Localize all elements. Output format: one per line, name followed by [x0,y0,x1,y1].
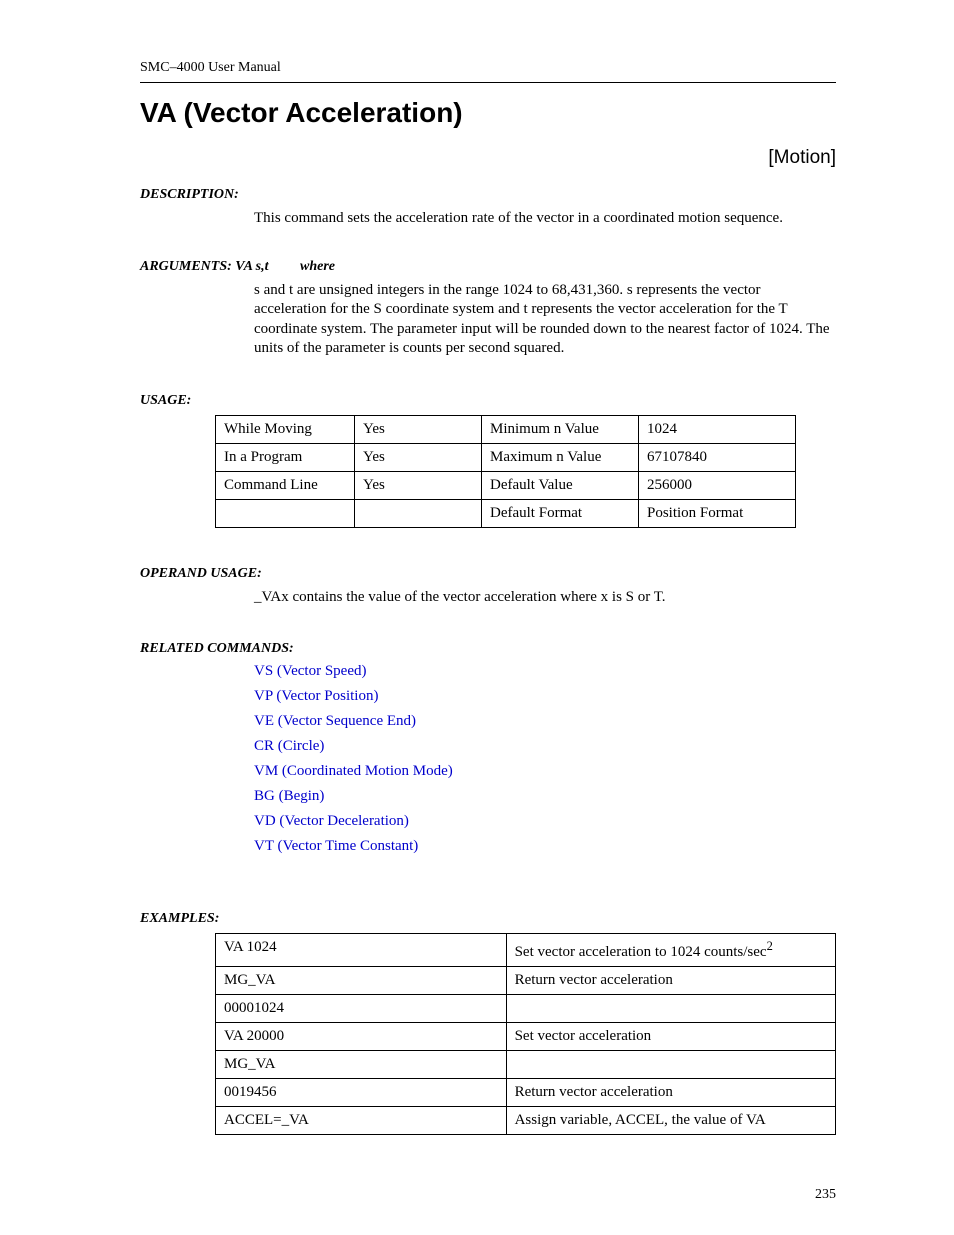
example-cmd: MG_VA [216,967,507,995]
example-cmd: ACCEL=_VA [216,1107,507,1135]
related-label: RELATED COMMANDS: [140,641,836,657]
usage-cell: Minimum n Value [482,415,639,443]
related-link[interactable]: BG (Begin) [254,788,836,805]
page-number: 235 [815,1187,836,1203]
operand-label: OPERAND USAGE: [140,566,836,582]
example-desc: Return vector acceleration [506,1079,835,1107]
example-desc: Assign variable, ACCEL, the value of VA [506,1107,835,1135]
arguments-body: s and t are unsigned integers in the ran… [254,281,836,359]
usage-cell: 256000 [639,471,796,499]
example-cmd: VA 1024 [216,934,507,967]
spacer [140,532,836,552]
usage-cell: Default Format [482,499,639,527]
related-link[interactable]: VM (Coordinated Motion Mode) [254,763,836,780]
example-desc-text: Set vector acceleration to 1024 counts/s… [515,944,767,960]
table-row: MG_VA [216,1051,836,1079]
related-link[interactable]: VP (Vector Position) [254,688,836,705]
page-title: VA (Vector Acceleration) [140,97,836,129]
usage-label: USAGE: [140,393,836,409]
table-row: VA 20000 Set vector acceleration [216,1023,836,1051]
related-link[interactable]: VT (Vector Time Constant) [254,838,836,855]
example-desc [506,995,835,1023]
related-link[interactable]: VS (Vector Speed) [254,663,836,680]
usage-table: While Moving Yes Minimum n Value 1024 In… [215,415,796,528]
usage-cell: 67107840 [639,443,796,471]
table-row: ACCEL=_VA Assign variable, ACCEL, the va… [216,1107,836,1135]
example-desc: Return vector acceleration [506,967,835,995]
usage-cell: Command Line [216,471,355,499]
usage-cell: Position Format [639,499,796,527]
usage-cell [216,499,355,527]
category-label: [Motion] [140,147,836,169]
page-container: SMC–4000 User Manual VA (Vector Accelera… [0,0,954,1235]
description-body: This command sets the acceleration rate … [254,209,836,229]
spacer [140,359,836,379]
arguments-where: where [300,259,335,274]
usage-cell: 1024 [639,415,796,443]
table-row: Command Line Yes Default Value 256000 [216,471,796,499]
example-cmd: 0019456 [216,1079,507,1107]
example-desc: Set vector acceleration to 1024 counts/s… [506,934,835,967]
examples-table: VA 1024 Set vector acceleration to 1024 … [215,933,836,1135]
usage-cell: Yes [355,443,482,471]
example-cmd: 00001024 [216,995,507,1023]
spacer [140,863,836,897]
usage-cell: While Moving [216,415,355,443]
example-desc [506,1051,835,1079]
spacer [140,607,836,627]
table-row: Default Format Position Format [216,499,796,527]
table-row: In a Program Yes Maximum n Value 6710784… [216,443,796,471]
examples-label: EXAMPLES: [140,911,836,927]
table-row: MG_VA Return vector acceleration [216,967,836,995]
table-row: While Moving Yes Minimum n Value 1024 [216,415,796,443]
related-commands-list: VS (Vector Speed) VP (Vector Position) V… [254,663,836,855]
usage-cell: Default Value [482,471,639,499]
usage-cell: Yes [355,415,482,443]
related-link[interactable]: VE (Vector Sequence End) [254,713,836,730]
related-link[interactable]: CR (Circle) [254,738,836,755]
arguments-label: ARGUMENTS: VA s,t where [140,259,836,275]
operand-body: _VAx contains the value of the vector ac… [254,588,836,608]
example-cmd: MG_VA [216,1051,507,1079]
usage-cell: Yes [355,471,482,499]
table-row: 00001024 [216,995,836,1023]
usage-cell: In a Program [216,443,355,471]
example-cmd: VA 20000 [216,1023,507,1051]
arguments-label-text: ARGUMENTS: VA s,t [140,259,269,274]
table-row: VA 1024 Set vector acceleration to 1024 … [216,934,836,967]
related-link[interactable]: VD (Vector Deceleration) [254,813,836,830]
usage-cell [355,499,482,527]
table-row: 0019456 Return vector acceleration [216,1079,836,1107]
header-rule [140,82,836,83]
description-label: DESCRIPTION: [140,187,836,203]
example-desc: Set vector acceleration [506,1023,835,1051]
example-sup: 2 [767,939,773,953]
running-header: SMC–4000 User Manual [140,60,836,76]
usage-cell: Maximum n Value [482,443,639,471]
